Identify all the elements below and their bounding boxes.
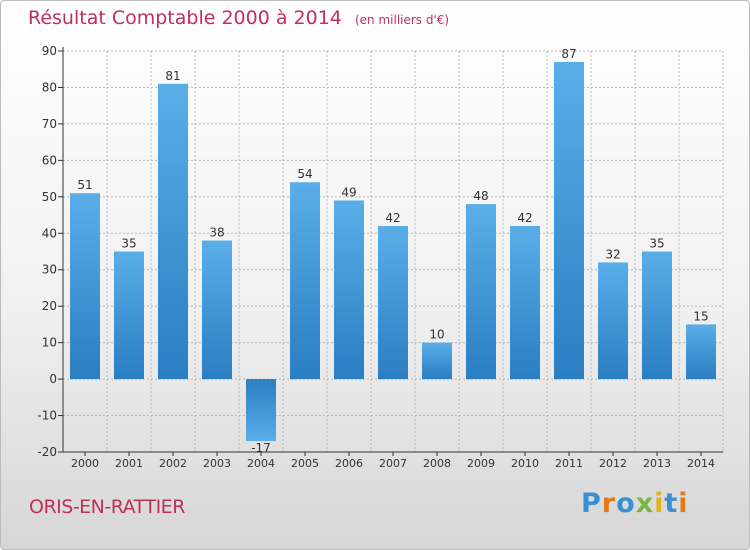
x-tick-label: 2009	[467, 457, 495, 470]
chart-title: Résultat Comptable 2000 à 2014	[28, 7, 342, 29]
bar-2001	[114, 251, 144, 380]
logo-letter: P	[581, 488, 602, 519]
y-tick-label: -10	[37, 409, 57, 423]
x-tick-label: 2001	[115, 457, 143, 470]
bar-2008	[422, 342, 452, 380]
bar-2013	[642, 251, 672, 380]
chart-unit: (en milliers d'€)	[354, 13, 450, 27]
data-label: 54	[297, 167, 312, 181]
y-tick-label: 80	[42, 80, 57, 94]
data-label: 35	[121, 237, 136, 251]
bar-2006	[334, 200, 364, 380]
x-tick-label: 2005	[291, 457, 319, 470]
bar-2004	[246, 379, 276, 442]
logo-letter: o	[616, 488, 636, 519]
data-label: 87	[561, 47, 576, 61]
y-tick-label: -20	[37, 445, 57, 459]
y-tick-label: 10	[42, 336, 57, 350]
x-tick-label: 2004	[247, 457, 275, 470]
commune-name: ORIS-EN-RATTIER	[29, 496, 185, 518]
x-tick-label: 2011	[555, 457, 583, 470]
data-label: 32	[605, 247, 620, 261]
logo-letter: r	[601, 488, 617, 519]
data-label: 42	[517, 211, 532, 225]
chart-title-line: Résultat Comptable 2000 à 2014 (en milli…	[28, 7, 449, 29]
bar-2010	[510, 225, 540, 380]
bar-2003	[202, 240, 232, 380]
data-label: 48	[473, 189, 488, 203]
bar-2000	[70, 193, 100, 380]
axes: -20 -10 0 10 20 30 40 50 60 70 80 90 2000 2001 2002 200…	[37, 44, 723, 470]
bar-2011	[554, 61, 584, 380]
logo-letter: t	[664, 488, 679, 519]
bar-2002	[158, 83, 188, 380]
x-tick-label: 2007	[379, 457, 407, 470]
data-label: 15	[693, 309, 708, 323]
logo-letter: x	[635, 488, 655, 519]
y-tick-label: 20	[42, 299, 57, 313]
logo-letter: i	[678, 488, 689, 519]
y-tick-label: 90	[42, 44, 57, 58]
x-tick-label: 2012	[599, 457, 627, 470]
x-tick-label: 2003	[203, 457, 231, 470]
y-tick-label: 60	[42, 153, 57, 167]
data-label: 42	[385, 211, 400, 225]
y-tick-label: 40	[42, 226, 57, 240]
data-label: -17	[251, 441, 271, 455]
x-tick-label: 2002	[159, 457, 187, 470]
data-label: 38	[209, 226, 224, 240]
data-label: 51	[77, 178, 92, 192]
proxiti-logo: Proxiti	[581, 488, 689, 519]
x-tick-label: 2000	[71, 457, 99, 470]
y-tick-label: 0	[49, 372, 57, 386]
bar-2009	[466, 204, 496, 380]
x-tick-label: 2014	[687, 457, 715, 470]
data-label: 10	[429, 328, 444, 342]
bars	[70, 61, 716, 442]
logo-letter: i	[654, 488, 665, 519]
bar-2014	[686, 324, 716, 380]
data-labels: 51 35 81 38 -17 54 49 42 10 48 42 87 32 35 15	[77, 47, 708, 455]
y-tick-label: 70	[42, 117, 57, 131]
x-tick-label: 2010	[511, 457, 539, 470]
bar-2007	[378, 225, 408, 380]
x-tick-label: 2008	[423, 457, 451, 470]
x-tick-label: 2006	[335, 457, 363, 470]
y-tick-label: 30	[42, 263, 57, 277]
bar-2005	[290, 182, 320, 380]
data-label: 49	[341, 185, 356, 199]
data-label: 81	[165, 69, 180, 83]
x-tick-label: 2013	[643, 457, 671, 470]
data-label: 35	[649, 237, 664, 251]
bar-2012	[598, 262, 628, 380]
y-tick-label: 50	[42, 190, 57, 204]
